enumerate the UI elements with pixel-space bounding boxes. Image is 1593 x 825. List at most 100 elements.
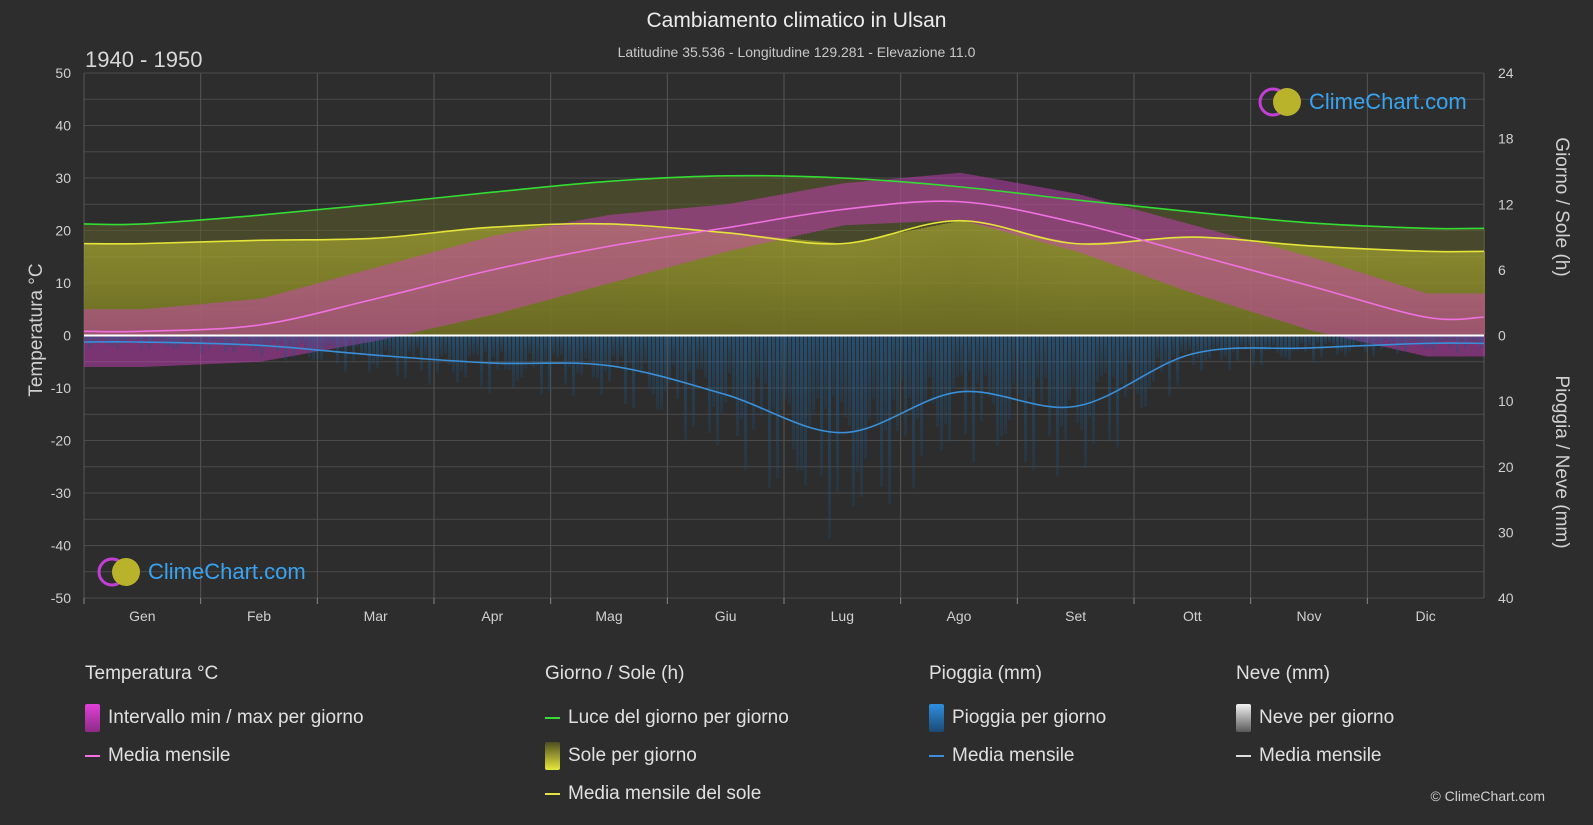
daylight-column: [1167, 209, 1170, 239]
rain-column: [984, 335, 987, 376]
sunshine-column: [1269, 242, 1272, 336]
sunshine-column: [1257, 241, 1260, 336]
rain-column: [868, 335, 871, 420]
sunshine-column: [153, 243, 156, 336]
temperature-range-column: [1338, 265, 1341, 337]
sunshine-column: [1332, 246, 1335, 336]
sunshine-column: [1467, 251, 1470, 336]
sunshine-column: [165, 242, 168, 336]
daylight-column: [1440, 228, 1443, 252]
sunshine-column: [549, 225, 552, 336]
temperature-range-column: [1296, 253, 1299, 327]
daylight-column: [747, 176, 750, 235]
temperature-range-column: [981, 176, 984, 226]
daylight-column: [852, 178, 855, 242]
brand-logo-top[interactable]: ClimeChart.com: [1257, 85, 1467, 119]
daylight-column: [978, 188, 981, 225]
sunshine-column: [630, 225, 633, 336]
sunshine-column: [933, 225, 936, 336]
temperature-range-column: [1362, 273, 1365, 343]
sunshine-column: [771, 236, 774, 336]
daylight-column: [267, 214, 270, 241]
brand-logo-bottom[interactable]: ClimeChart.com: [96, 555, 306, 589]
daylight-column: [1149, 207, 1152, 240]
temperature-range-column: [213, 302, 216, 364]
daylight-column: [1095, 201, 1098, 243]
sunshine-column: [189, 242, 192, 336]
temperature-range-column: [1329, 263, 1332, 335]
rain-column: [840, 335, 843, 403]
daylight-column: [1407, 227, 1410, 251]
temperature-range-column: [1185, 223, 1188, 291]
sunshine-column: [210, 241, 213, 336]
temperature-range-column: [411, 257, 414, 333]
daylight-column: [846, 178, 849, 243]
daylight-column: [1404, 227, 1407, 251]
rain-column: [852, 335, 855, 507]
daylight-column: [1470, 228, 1473, 252]
sunshine-column: [657, 227, 660, 336]
temperature-range-column: [765, 197, 768, 243]
daylight-column: [123, 223, 126, 244]
left-axis-title: Temperatura °C: [26, 263, 47, 397]
sunshine-column: [1032, 235, 1035, 336]
sunshine-column: [684, 229, 687, 336]
daylight-column: [1272, 219, 1275, 244]
sunshine-column: [852, 241, 855, 336]
daylight-column: [309, 210, 312, 240]
sunshine-column: [1098, 242, 1101, 336]
sunshine-column: [912, 229, 915, 336]
daylight-column: [762, 176, 765, 237]
daylight-column: [243, 216, 246, 241]
sunshine-column: [1062, 240, 1065, 336]
temperature-range-column: [1110, 203, 1113, 264]
sunshine-column: [1134, 240, 1137, 336]
daylight-column: [582, 183, 585, 225]
rain-column: [1332, 335, 1335, 346]
daylight-column: [882, 180, 885, 236]
temp-tick-label: -10: [51, 380, 71, 396]
sunshine-column: [1092, 242, 1095, 336]
sunshine-column: [1377, 249, 1380, 336]
temperature-range-column: [1098, 199, 1101, 260]
rain-column: [464, 335, 467, 378]
daylight-column: [939, 185, 942, 225]
legend-label: Luce del giorno per giorno: [568, 707, 789, 728]
temperature-range-column: [393, 262, 396, 337]
daylight-column: [825, 177, 828, 242]
temperature-range-column: [378, 266, 381, 341]
daylight-column: [1413, 227, 1416, 251]
sunshine-column: [1161, 238, 1164, 336]
sunshine-column: [495, 227, 498, 336]
temperature-range-column: [1320, 260, 1323, 333]
sunshine-column: [1017, 232, 1020, 336]
temperature-range-column: [246, 299, 249, 363]
rain-column: [1240, 335, 1243, 346]
daylight-line: [83, 174, 1485, 230]
daylight-column: [645, 179, 648, 227]
sunshine-column: [441, 232, 444, 336]
sunshine-column: [324, 239, 327, 336]
sunshine-column: [1440, 251, 1443, 336]
daylight-column: [420, 199, 423, 234]
temperature-range-column: [639, 212, 642, 275]
sunshine-column: [822, 241, 825, 336]
sunshine-column: [141, 243, 144, 336]
legend-label: Media mensile del sole: [568, 783, 762, 804]
sunshine-column: [378, 237, 381, 336]
temperature-range-column: [204, 303, 207, 365]
daylight-column: [996, 190, 999, 228]
sunshine-column: [1101, 242, 1104, 336]
sunshine-column: [708, 231, 711, 336]
temperature-range-column: [1311, 257, 1314, 331]
sunshine-column: [723, 232, 726, 336]
sunshine-column: [915, 229, 918, 336]
temperature-range-column: [696, 206, 699, 260]
temperature-range-column: [369, 269, 372, 342]
temperature-range-column: [795, 191, 798, 236]
temperature-range-column: [1425, 293, 1428, 357]
temperature-range-column: [1104, 201, 1107, 262]
rain-column: [728, 335, 731, 374]
temperature-range-column: [816, 187, 819, 232]
